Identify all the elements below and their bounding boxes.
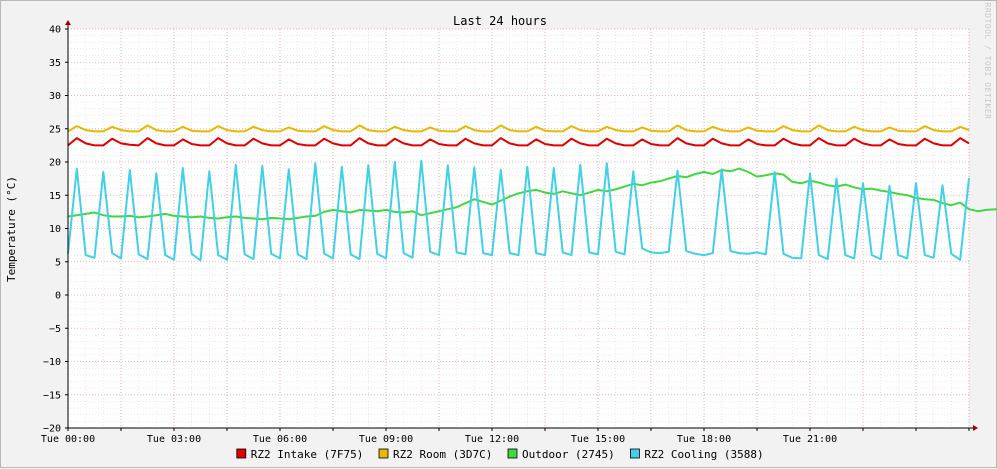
x-tick-label: Tue 15:00 bbox=[571, 434, 625, 445]
y-tick-label: 40 bbox=[49, 25, 61, 36]
legend-label-2: Outdoor (2745) bbox=[522, 448, 615, 461]
x-tick-label: Tue 09:00 bbox=[359, 434, 413, 445]
rrdtool-watermark: RRDTOOL / TOBI OETIKER bbox=[983, 3, 992, 120]
x-tick-labels: Tue 00:00 Tue 03:00 Tue 06:00 Tue 09:00 Tue … bbox=[41, 434, 837, 445]
legend: RZ2 Intake (7F75) RZ2 Room (3D7C) Outdoor … bbox=[236, 448, 764, 461]
legend-swatch-3 bbox=[630, 448, 640, 459]
legend-label-0: RZ2 Intake (7F75) bbox=[251, 448, 364, 461]
x-axis-arrow-icon bbox=[973, 425, 978, 431]
legend-swatch-0 bbox=[236, 448, 247, 459]
axes bbox=[65, 20, 978, 431]
series-line-1 bbox=[67, 124, 970, 133]
series-line-0 bbox=[67, 137, 970, 147]
y-tick-label: 15 bbox=[49, 191, 61, 202]
legend-swatch-2 bbox=[507, 448, 518, 459]
chart-title: Last 24 hours bbox=[453, 14, 547, 28]
legend-label-1: RZ2 Room (3D7C) bbox=[393, 448, 492, 461]
y-tick-label: −20 bbox=[43, 424, 61, 435]
y-tick-label: −15 bbox=[43, 390, 61, 401]
x-tick-label: Tue 21:00 bbox=[783, 434, 837, 445]
y-tick-label: −5 bbox=[49, 324, 61, 335]
y-axis-label: Temperature (°C) bbox=[5, 176, 18, 282]
x-tick-label: Tue 18:00 bbox=[677, 434, 731, 445]
y-tick-labels: 40 35 30 25 20 15 10 5 0 −5 −10 −15 −20 bbox=[43, 25, 61, 435]
major-grid bbox=[67, 28, 970, 429]
y-tick-label: 35 bbox=[49, 58, 61, 69]
x-tick-label: Tue 00:00 bbox=[41, 434, 95, 445]
x-tick-label: Tue 12:00 bbox=[465, 434, 519, 445]
y-tick-label: 25 bbox=[49, 124, 61, 135]
y-axis-arrow-icon bbox=[65, 20, 71, 25]
series-line-3 bbox=[67, 159, 970, 262]
y-tick-label: 30 bbox=[49, 91, 61, 102]
series-line-2 bbox=[67, 167, 997, 221]
legend-label-3: RZ2 Cooling (3588) bbox=[644, 448, 763, 461]
series-layer bbox=[67, 124, 997, 262]
y-tick-label: −10 bbox=[43, 357, 61, 368]
x-tick-label: Tue 03:00 bbox=[147, 434, 201, 445]
y-tick-label: 20 bbox=[49, 158, 61, 169]
x-tick-label: Tue 06:00 bbox=[253, 434, 307, 445]
legend-swatch-1 bbox=[378, 448, 389, 459]
y-tick-label: 5 bbox=[55, 257, 61, 268]
y-tick-label: 0 bbox=[55, 291, 61, 302]
y-tick-label: 10 bbox=[49, 224, 61, 235]
